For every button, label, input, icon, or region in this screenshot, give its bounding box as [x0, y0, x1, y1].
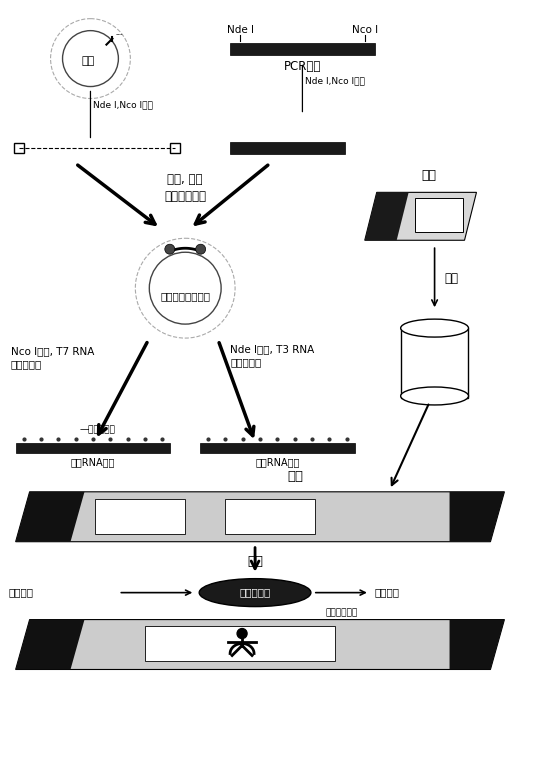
Text: 含插入片段的质粒: 含插入片段的质粒: [160, 291, 210, 301]
FancyBboxPatch shape: [146, 625, 335, 661]
FancyBboxPatch shape: [230, 42, 375, 55]
Bar: [170, 144, 180, 154]
FancyBboxPatch shape: [16, 443, 170, 453]
Text: 检测: 检测: [247, 555, 263, 568]
Text: Nco I酶切, T7 RNA
聚合酶标记: Nco I酶切, T7 RNA 聚合酶标记: [11, 347, 94, 370]
Circle shape: [196, 245, 205, 255]
Polygon shape: [16, 492, 505, 541]
Text: 正义RNA探针: 正义RNA探针: [71, 457, 115, 467]
Text: Nde I,Nco I酶切: Nde I,Nco I酶切: [93, 100, 153, 109]
FancyBboxPatch shape: [200, 443, 355, 453]
Text: 紫色沉淥: 紫色沉淥: [375, 588, 399, 598]
Polygon shape: [365, 192, 409, 240]
Text: 碱性磷酸酶: 碱性磷酸酶: [239, 588, 271, 598]
Text: 无色底物: 无色底物: [9, 588, 34, 598]
Ellipse shape: [199, 578, 311, 607]
FancyBboxPatch shape: [95, 499, 185, 534]
Text: 反义RNA探针: 反义RNA探针: [255, 457, 300, 467]
FancyBboxPatch shape: [225, 499, 315, 534]
Polygon shape: [16, 620, 84, 670]
Text: Nde I,Nco I酶切: Nde I,Nco I酶切: [305, 76, 365, 85]
FancyBboxPatch shape: [401, 328, 469, 398]
Text: 涂片: 涂片: [421, 169, 436, 182]
Text: Nde I: Nde I: [227, 25, 253, 35]
Text: PCR产物: PCR产物: [284, 60, 321, 73]
Text: ---: ---: [116, 32, 123, 38]
Text: 处理: 处理: [445, 271, 458, 285]
Polygon shape: [365, 192, 476, 240]
Polygon shape: [450, 492, 505, 541]
FancyBboxPatch shape: [415, 198, 463, 232]
Text: 质粒: 质粒: [82, 55, 95, 65]
Text: 连接, 筛选
得到阳性质粒: 连接, 筛选 得到阳性质粒: [164, 173, 206, 203]
Text: 抗地高辛抗体: 抗地高辛抗体: [326, 608, 358, 618]
Polygon shape: [450, 620, 505, 670]
Bar: [14, 144, 23, 154]
Text: 杂交: 杂交: [287, 470, 303, 483]
Circle shape: [237, 628, 247, 638]
Polygon shape: [16, 492, 84, 541]
Text: —提高辛标记: —提高辛标记: [80, 425, 116, 434]
FancyBboxPatch shape: [230, 142, 345, 155]
Text: Nde I酶切, T3 RNA
聚合酶标记: Nde I酶切, T3 RNA 聚合酶标记: [230, 345, 314, 368]
Polygon shape: [16, 620, 505, 670]
Ellipse shape: [401, 319, 469, 337]
Text: Nco I: Nco I: [352, 25, 378, 35]
Ellipse shape: [401, 387, 469, 405]
Circle shape: [165, 245, 175, 255]
